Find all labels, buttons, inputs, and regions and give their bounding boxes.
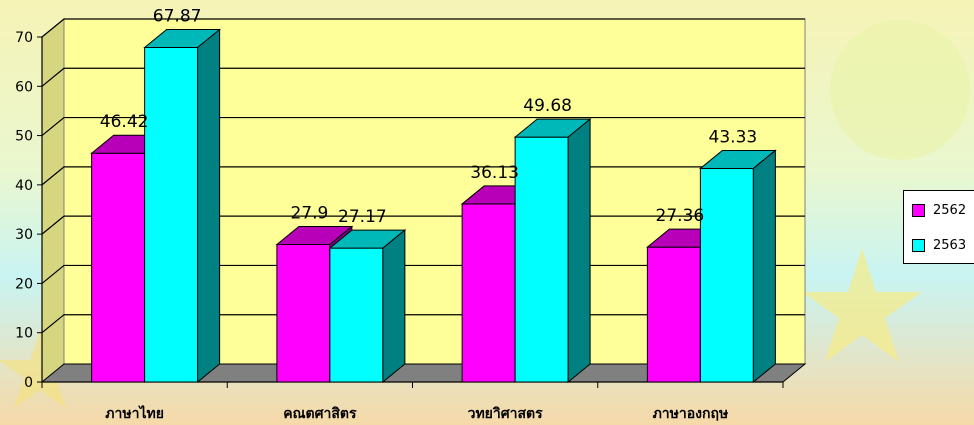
star-decoration-right: [802, 248, 922, 362]
y-tick-label: 40: [15, 178, 33, 194]
bar: [698, 149, 777, 384]
y-tick-label: 70: [15, 30, 33, 46]
data-label: 43.33: [709, 127, 758, 147]
bar-front: [91, 152, 146, 383]
legend-label-2563: 2563: [933, 237, 967, 253]
y-tick-label: 0: [24, 375, 33, 391]
legend-label-2562: 2562: [933, 202, 967, 218]
gridline: [41, 67, 805, 87]
y-tick-label: 50: [15, 129, 33, 145]
x-tick-label: ภาษาองกฤษ: [653, 406, 729, 422]
y-tick-label: 20: [15, 276, 33, 292]
bar: [143, 28, 222, 384]
x-tick-label: วทยาิศาสตร: [468, 406, 544, 422]
x-tick-label: ภาษาไทย: [105, 404, 164, 422]
leaf-decoration: [830, 20, 970, 160]
data-labels: 46.42 67.87 27.9 27.17 36.13 49.68 27.36 43.33: [100, 6, 757, 227]
gridline: [41, 18, 805, 38]
x-axis: ภาษาไทย คณตศาสิตร วทยาิศาสตร ภาษาองกฤษ: [41, 381, 784, 422]
bar: [328, 229, 407, 384]
y-tick-label: 10: [15, 326, 33, 342]
legend-swatch-2562: [912, 203, 925, 217]
bar-front: [276, 243, 331, 383]
legend-item-2562: 2562: [912, 202, 966, 218]
data-label: 36.13: [470, 163, 519, 183]
data-label: 67.87: [153, 6, 202, 26]
data-label: 27.36: [656, 206, 705, 226]
bar-front: [646, 246, 701, 383]
bar-side: [197, 28, 221, 384]
y-tick-label: 60: [15, 79, 33, 95]
bar-front: [461, 203, 516, 383]
legend-swatch-2563: [912, 238, 925, 252]
bar-front: [514, 136, 569, 383]
x-tick-label: คณตศาสิตร: [283, 406, 357, 422]
bar-side: [567, 118, 591, 384]
bars: [90, 28, 777, 384]
legend: 2562 2563: [903, 190, 974, 264]
legend-item-2563: 2563: [912, 237, 966, 253]
bar-front: [329, 247, 384, 383]
y-tick-label: 30: [15, 227, 33, 243]
data-label: 49.68: [523, 96, 572, 116]
y-axis: 0 10 20 30 40 50 60 70: [15, 30, 43, 391]
data-label: 27.9: [290, 203, 328, 223]
star-decoration-left: [0, 330, 82, 408]
bar: [513, 118, 592, 384]
bar-front: [699, 167, 754, 383]
gridline: [41, 116, 805, 137]
bar-side: [752, 149, 776, 384]
bar-side: [382, 229, 406, 384]
side-wall: [41, 17, 65, 384]
data-label: 27.17: [338, 207, 387, 227]
bar-front: [144, 46, 199, 383]
data-label: 46.42: [100, 112, 149, 132]
